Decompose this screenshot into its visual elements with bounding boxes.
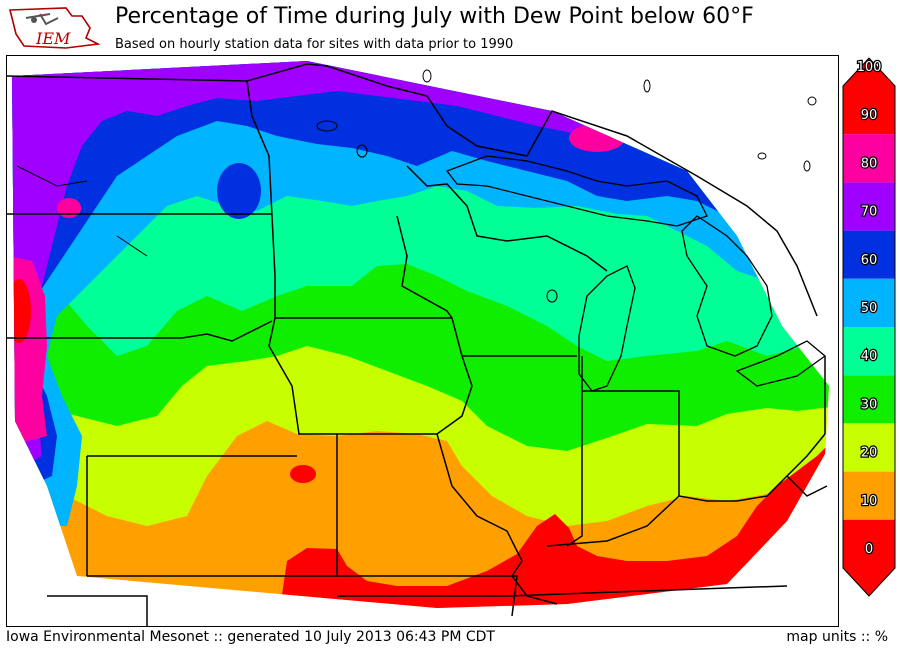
border-tn-south <box>506 585 788 597</box>
legend-tick-60: 60 <box>861 253 878 268</box>
logo-text: IEM <box>35 29 71 48</box>
lake-michigan <box>578 265 636 392</box>
credit-text: Iowa Environmental Mesonet :: generated … <box>6 629 495 645</box>
legend-band-4 <box>843 278 895 327</box>
state-borders <box>7 63 828 626</box>
border-wv-va <box>786 475 828 497</box>
legend-tick-50: 50 <box>861 301 878 316</box>
legend-bands <box>843 58 895 596</box>
legend-band-2 <box>843 182 895 231</box>
legend-tick-20: 20 <box>861 446 878 461</box>
band-90-100-spot <box>12 279 31 343</box>
band-50-60-east <box>782 369 812 393</box>
border-wi-mi-up <box>406 165 608 272</box>
border-ky-tn <box>546 495 680 547</box>
lake-superior <box>445 155 708 227</box>
border-mn-wi <box>396 215 453 319</box>
map-subtitle: Based on hourly station data for sites w… <box>115 37 514 52</box>
lake-huron <box>681 215 773 357</box>
map-title: Percentage of Time during July with Dew … <box>115 4 754 29</box>
band-60-70 <box>12 61 829 496</box>
legend-tick-0: 0 <box>865 542 873 557</box>
legend-tick-70: 70 <box>861 205 878 220</box>
band-80-90-spot <box>57 198 81 218</box>
band-0-10-spot <box>290 465 316 483</box>
border-ia-mo <box>268 317 437 435</box>
border-in-oh <box>582 390 680 496</box>
border-ia-il <box>436 317 473 435</box>
border-ar-ms <box>511 575 558 605</box>
iem-logo: IEM <box>6 4 104 52</box>
legend-band-7 <box>843 423 895 472</box>
band-0-10 <box>277 446 829 608</box>
border-il-in <box>566 356 583 547</box>
legend-tick-40: 40 <box>861 349 878 364</box>
legend-band-0 <box>843 58 895 135</box>
border-ok-tx <box>47 595 148 626</box>
legend-tick-30: 30 <box>861 397 878 412</box>
legend-band-3 <box>843 230 895 279</box>
border-mo-east <box>436 433 523 577</box>
border-sd-ne <box>7 320 273 342</box>
northern-lakes <box>16 69 817 303</box>
map-canvas <box>6 55 839 627</box>
dewpoint-analysis <box>12 61 829 608</box>
legend-band-1 <box>843 134 895 183</box>
legend-colorbar: 100 90 80 70 60 50 40 30 20 10 0 <box>841 56 898 598</box>
band-80-90-ne <box>569 124 625 152</box>
band-60-70-spot <box>217 163 261 219</box>
legend-tick-80: 80 <box>861 156 878 171</box>
legend-band-8 <box>843 471 895 520</box>
legend-band-5 <box>843 327 895 376</box>
border-canada <box>7 63 818 317</box>
border-oh-south <box>678 433 826 502</box>
legend-tick-100: 100 <box>857 60 882 75</box>
legend-tick-90: 90 <box>861 108 878 123</box>
border-mn-west <box>246 80 276 318</box>
legend-band-9 <box>843 519 895 596</box>
units-text: map units :: % <box>786 629 888 645</box>
legend-band-6 <box>843 375 895 424</box>
legend-tick-10: 10 <box>861 494 878 509</box>
